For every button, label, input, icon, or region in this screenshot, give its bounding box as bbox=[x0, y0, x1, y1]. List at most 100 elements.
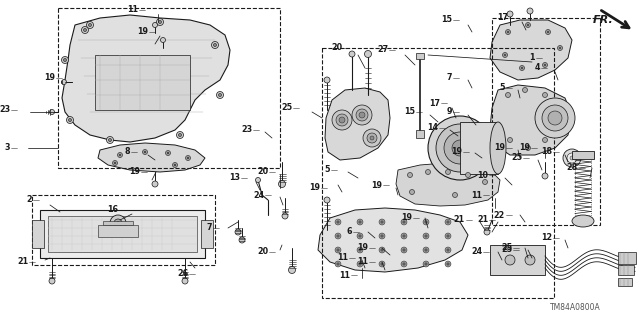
Text: —: — bbox=[369, 245, 376, 251]
Text: —: — bbox=[506, 145, 513, 151]
Circle shape bbox=[425, 263, 428, 265]
Text: —: — bbox=[343, 45, 350, 51]
Text: 12: 12 bbox=[541, 234, 552, 242]
Circle shape bbox=[445, 233, 451, 239]
Circle shape bbox=[357, 247, 363, 253]
Circle shape bbox=[522, 87, 527, 93]
Circle shape bbox=[161, 38, 166, 42]
Text: —: — bbox=[513, 245, 520, 251]
Circle shape bbox=[445, 261, 451, 267]
Circle shape bbox=[109, 138, 111, 142]
Circle shape bbox=[235, 229, 241, 235]
Text: 21: 21 bbox=[17, 257, 28, 266]
Text: 26: 26 bbox=[177, 270, 188, 278]
Polygon shape bbox=[318, 208, 468, 272]
Circle shape bbox=[152, 23, 157, 27]
Text: —: — bbox=[453, 109, 460, 115]
Circle shape bbox=[49, 109, 54, 115]
Bar bbox=[618, 278, 632, 286]
Text: —: — bbox=[253, 127, 260, 133]
Circle shape bbox=[119, 154, 121, 156]
Bar bbox=[572, 151, 594, 159]
Text: —: — bbox=[541, 65, 548, 71]
Text: —: — bbox=[213, 225, 220, 231]
Bar bbox=[48, 216, 197, 252]
Text: 20: 20 bbox=[331, 43, 342, 53]
Text: —: — bbox=[506, 212, 513, 218]
Circle shape bbox=[359, 221, 361, 223]
Circle shape bbox=[544, 64, 546, 66]
Text: —: — bbox=[463, 149, 470, 155]
Text: —: — bbox=[579, 165, 586, 171]
Circle shape bbox=[67, 116, 74, 123]
Circle shape bbox=[174, 164, 176, 166]
Circle shape bbox=[359, 249, 361, 251]
Text: 19: 19 bbox=[44, 73, 55, 83]
Bar bbox=[58, 8, 280, 168]
Text: FR.: FR. bbox=[593, 15, 614, 25]
Circle shape bbox=[401, 261, 407, 267]
Circle shape bbox=[527, 24, 529, 26]
Circle shape bbox=[113, 160, 118, 166]
Circle shape bbox=[408, 173, 413, 177]
Circle shape bbox=[114, 219, 122, 227]
Circle shape bbox=[502, 53, 508, 57]
Circle shape bbox=[445, 247, 451, 253]
Circle shape bbox=[218, 93, 221, 97]
Circle shape bbox=[182, 278, 188, 284]
Circle shape bbox=[337, 235, 339, 237]
Text: —: — bbox=[453, 17, 460, 23]
Circle shape bbox=[239, 237, 245, 243]
Circle shape bbox=[379, 247, 385, 253]
Text: 25: 25 bbox=[511, 153, 522, 162]
Text: 23: 23 bbox=[0, 106, 10, 115]
Text: 19: 19 bbox=[371, 181, 382, 189]
Circle shape bbox=[179, 133, 182, 137]
Text: 11: 11 bbox=[357, 257, 368, 266]
Bar bbox=[322, 48, 554, 298]
Circle shape bbox=[356, 109, 368, 121]
Circle shape bbox=[337, 221, 339, 223]
Polygon shape bbox=[396, 163, 500, 206]
Text: —: — bbox=[531, 145, 538, 151]
Text: 15: 15 bbox=[404, 108, 415, 116]
Circle shape bbox=[425, 235, 428, 237]
Bar bbox=[490, 245, 545, 275]
Bar bbox=[201, 220, 213, 248]
Circle shape bbox=[563, 149, 581, 167]
Text: —: — bbox=[523, 155, 530, 161]
Circle shape bbox=[542, 105, 568, 131]
Text: —: — bbox=[139, 7, 146, 13]
Text: 6: 6 bbox=[346, 227, 352, 236]
Text: 19: 19 bbox=[519, 144, 530, 152]
Text: —: — bbox=[536, 55, 543, 61]
Circle shape bbox=[61, 79, 67, 85]
Polygon shape bbox=[490, 20, 572, 80]
Circle shape bbox=[548, 111, 562, 125]
Circle shape bbox=[465, 173, 470, 177]
Circle shape bbox=[525, 255, 535, 265]
Circle shape bbox=[570, 156, 574, 160]
Bar bbox=[95, 55, 190, 110]
Circle shape bbox=[357, 219, 363, 225]
Text: —: — bbox=[33, 197, 40, 203]
Circle shape bbox=[357, 261, 363, 267]
Circle shape bbox=[521, 67, 523, 69]
Text: 11: 11 bbox=[337, 254, 348, 263]
Text: —: — bbox=[553, 149, 560, 155]
Circle shape bbox=[214, 43, 216, 47]
Bar bbox=[416, 53, 424, 59]
Text: —: — bbox=[483, 192, 490, 198]
Circle shape bbox=[423, 247, 429, 253]
Circle shape bbox=[452, 140, 468, 156]
Text: 17: 17 bbox=[429, 99, 440, 108]
Bar bbox=[32, 195, 215, 265]
Circle shape bbox=[381, 235, 383, 237]
Circle shape bbox=[255, 177, 260, 182]
Circle shape bbox=[186, 155, 191, 160]
Text: —: — bbox=[389, 47, 396, 53]
Circle shape bbox=[542, 173, 548, 179]
Circle shape bbox=[423, 261, 429, 267]
Circle shape bbox=[452, 192, 458, 197]
Text: —: — bbox=[489, 217, 496, 223]
